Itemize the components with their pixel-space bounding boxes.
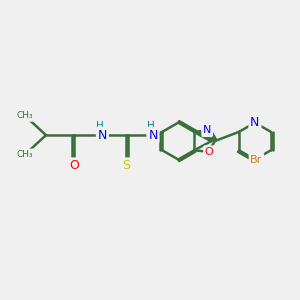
Text: O: O: [205, 147, 214, 157]
Text: N: N: [98, 129, 107, 142]
Text: N: N: [203, 125, 212, 135]
Text: H: H: [147, 121, 155, 131]
Text: N: N: [250, 116, 260, 129]
Text: O: O: [69, 159, 79, 172]
Text: CH₃: CH₃: [17, 111, 34, 120]
Text: N: N: [148, 129, 158, 142]
Text: S: S: [122, 159, 130, 172]
Text: CH₃: CH₃: [17, 150, 34, 159]
Text: Br: Br: [250, 154, 262, 164]
Text: H: H: [97, 121, 104, 131]
